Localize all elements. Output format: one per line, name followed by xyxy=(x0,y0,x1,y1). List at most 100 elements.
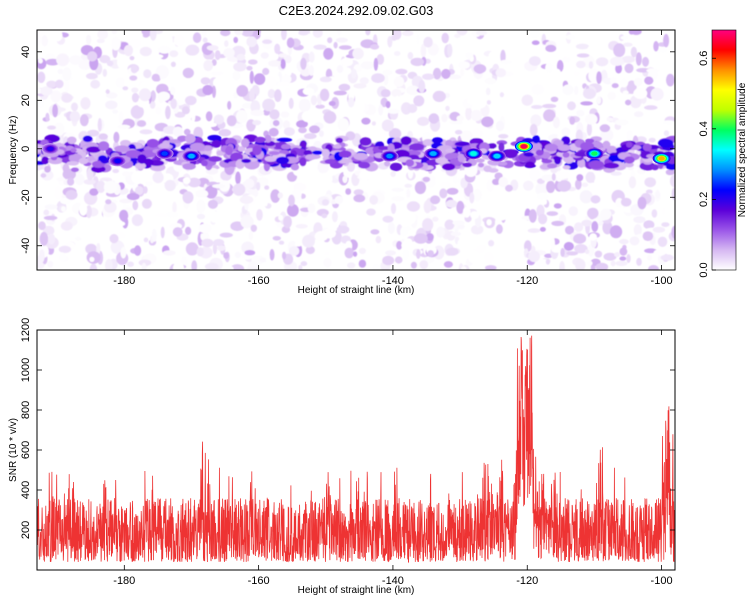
heatmap-speckle xyxy=(393,76,405,88)
heatmap-speckle xyxy=(151,73,160,82)
heatmap-speckle xyxy=(574,244,588,254)
heatmap-speckle xyxy=(378,104,384,116)
heatmap-speckle xyxy=(395,68,408,75)
heatmap-speckle xyxy=(149,100,156,109)
snr-series-line xyxy=(37,335,675,564)
heatmap-speckle xyxy=(239,195,254,204)
heatmap-speckle xyxy=(233,62,247,72)
heatmap-speckle xyxy=(316,184,324,197)
heatmap-speckle xyxy=(181,106,190,115)
heatmap-speckle xyxy=(288,246,300,256)
heatmap-speckle xyxy=(447,74,462,80)
heatmap-speckle xyxy=(308,51,315,63)
heatmap-speckle xyxy=(155,106,162,116)
heatmap-speckle xyxy=(138,88,152,102)
heatmap-speckle xyxy=(467,96,477,105)
heatmap-speckle xyxy=(37,99,45,108)
colorbar: 0.0 0.2 0.4 0.6 Normalized spectral amplitu… xyxy=(698,29,748,278)
heatmap-band-blob xyxy=(290,163,300,171)
heatmap-speckle xyxy=(460,130,473,142)
heatmap-band-blob xyxy=(387,143,395,153)
heatmap-speckle xyxy=(185,242,199,256)
heatmap-speckle xyxy=(486,100,491,105)
heatmap-speckle xyxy=(427,250,435,257)
heatmap-speckle xyxy=(566,251,579,256)
heatmap-speckle xyxy=(185,226,192,235)
heatmap-speckle xyxy=(660,254,674,261)
heatmap-speckle xyxy=(523,180,534,191)
heatmap-speckle xyxy=(213,239,225,246)
heatmap-speckle xyxy=(495,68,507,78)
heatmap-speckle xyxy=(611,104,625,113)
heatmap-band-blob xyxy=(562,152,570,158)
heatmap-band-blob xyxy=(312,150,323,155)
heatmap-speckle xyxy=(132,200,139,211)
heatmap-speckle xyxy=(390,171,396,177)
heatmap-band-blob xyxy=(66,161,79,166)
heatmap-speckle xyxy=(625,99,632,106)
heatmap-speckle xyxy=(105,199,112,205)
heatmap-speckle xyxy=(395,95,400,105)
heatmap-speckle xyxy=(149,30,157,41)
heatmap-speckle xyxy=(527,228,541,233)
heatmap-speckle xyxy=(196,213,206,220)
colorbar-tick-label: 0.2 xyxy=(698,192,710,207)
heatmap-speckle xyxy=(152,171,164,184)
y-tick-label: 600 xyxy=(20,441,32,459)
heatmap-speckle xyxy=(172,227,183,237)
heatmap-speckle xyxy=(85,34,92,45)
y-tick-label: 200 xyxy=(20,521,32,539)
heatmap-speckle xyxy=(545,62,554,74)
y-tick-label: -20 xyxy=(20,189,32,205)
heatmap-speckle xyxy=(401,30,414,36)
heatmap-speckle xyxy=(213,114,225,125)
heatmap-speckle xyxy=(620,78,629,88)
heatmap-speckle xyxy=(170,61,176,67)
heatmap-speckle xyxy=(481,116,494,128)
heatmap-speckle xyxy=(323,257,332,268)
heatmap-speckle xyxy=(205,111,213,122)
heatmap-band-blob xyxy=(241,138,250,148)
heatmap-speckle xyxy=(472,188,482,202)
heatmap-band-blob xyxy=(532,135,540,144)
heatmap-speckle xyxy=(542,198,548,205)
y-tick-label: 1000 xyxy=(20,358,32,382)
heatmap-speckle xyxy=(472,127,480,140)
heatmap-band-blob xyxy=(523,152,534,157)
heatmap-speckle xyxy=(41,169,54,181)
heatmap-speckle xyxy=(141,262,147,270)
heatmap-band-blob xyxy=(457,153,465,163)
heatmap-speckle xyxy=(446,187,459,195)
heatmap-speckle xyxy=(432,216,439,222)
heatmap-band-blob xyxy=(554,157,561,165)
x-tick-label: -100 xyxy=(651,275,673,287)
heatmap-speckle xyxy=(550,236,555,251)
heatmap-speckle xyxy=(369,195,379,205)
heatmap-speckle xyxy=(370,229,380,235)
heatmap-speckle xyxy=(456,115,465,122)
heatmap-speckle xyxy=(219,232,233,238)
heatmap-speckle xyxy=(281,74,292,84)
heatmap-speckle xyxy=(116,56,127,69)
heatmap-speckle xyxy=(334,195,344,205)
heatmap-speckle xyxy=(418,79,426,93)
heatmap-speckle xyxy=(106,60,114,67)
heatmap-speckle xyxy=(628,176,637,189)
heatmap-speckle xyxy=(252,120,261,126)
heatmap-speckle xyxy=(43,215,58,221)
heatmap-speckle xyxy=(595,262,609,270)
heatmap-speckle xyxy=(283,127,295,136)
heatmap-speckle xyxy=(450,231,462,237)
heatmap-speckle xyxy=(53,30,63,42)
heatmap-speckle xyxy=(606,117,614,122)
heatmap-speckle xyxy=(333,41,338,49)
heatmap-speckle xyxy=(644,177,656,188)
heatmap-speckle xyxy=(530,114,542,127)
heatmap-speckle xyxy=(361,117,371,125)
heatmap-speckle xyxy=(234,251,241,259)
heatmap-band-blob xyxy=(67,136,77,145)
heatmap-speckle xyxy=(307,39,318,44)
heatmap-speckle xyxy=(358,259,367,268)
heatmap-speckle xyxy=(573,71,580,77)
